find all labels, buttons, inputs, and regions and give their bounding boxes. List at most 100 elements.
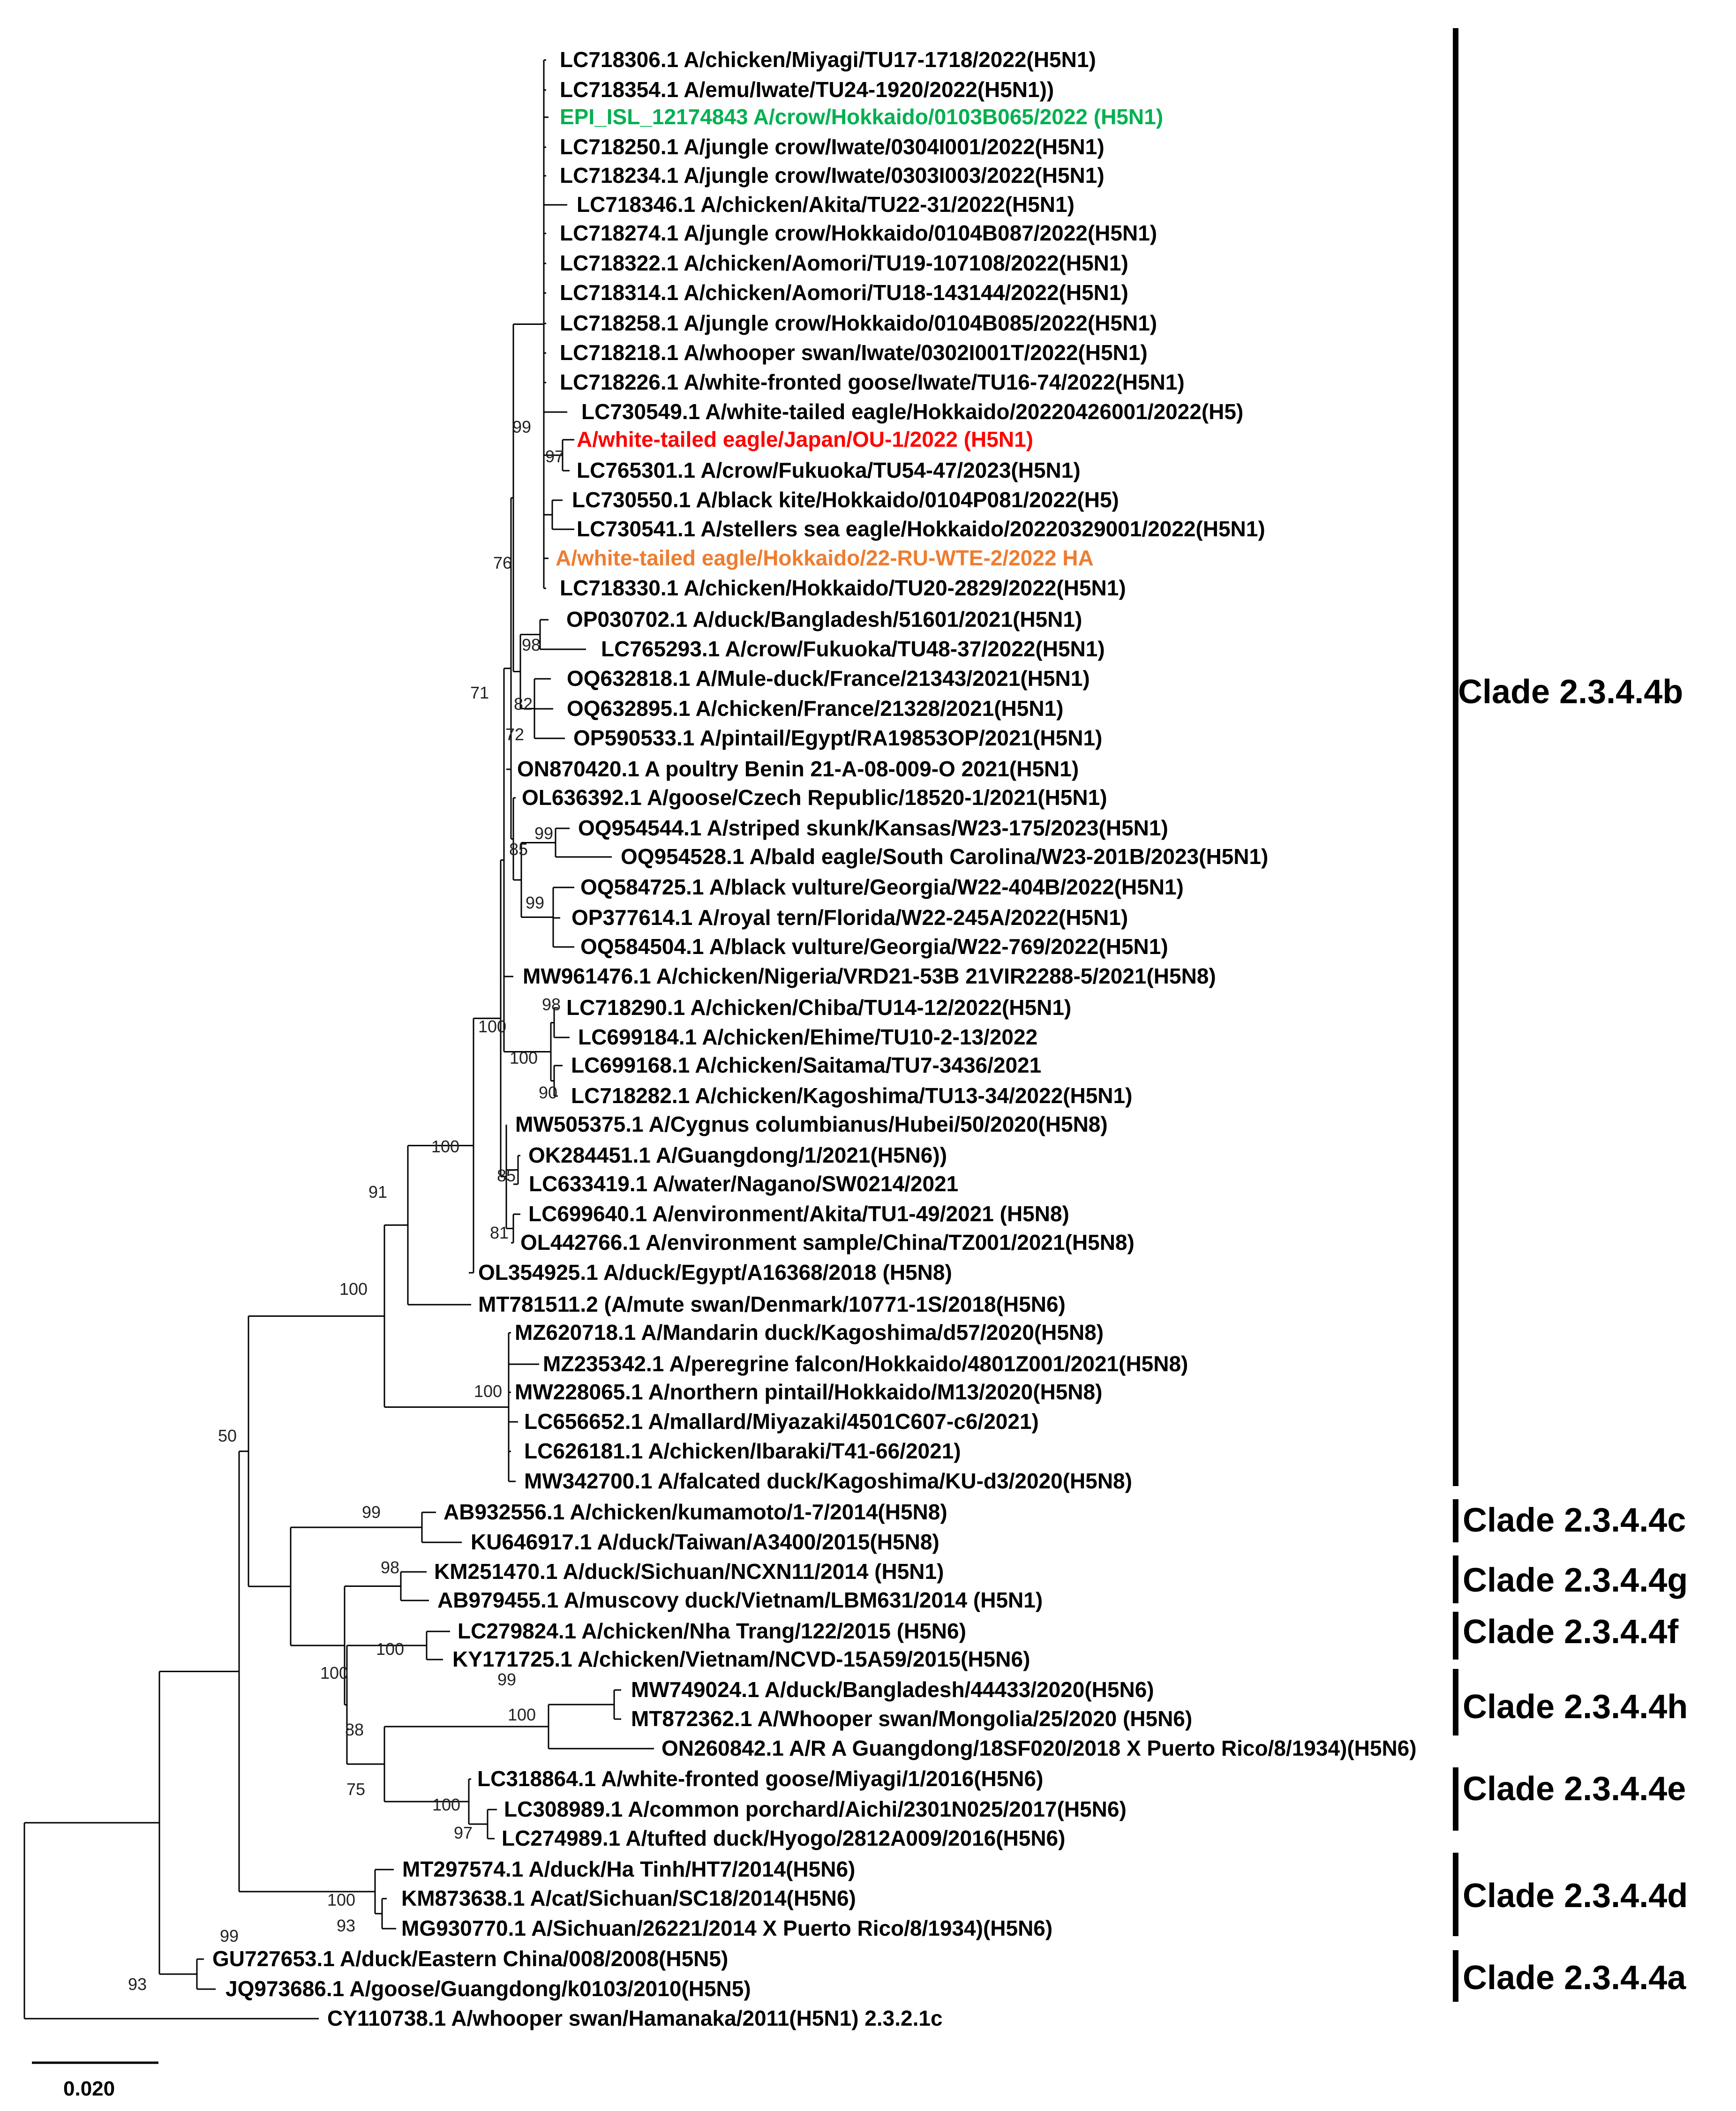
taxon-label: LC656652.1 A/mallard/Miyazaki/4501C607-c…: [524, 1409, 1039, 1434]
taxon-label: GU727653.1 A/duck/Eastern China/008/2008…: [212, 1946, 728, 1971]
taxon-label: JQ973686.1 A/goose/Guangdong/k0103/2010(…: [225, 1976, 751, 2001]
taxon-label: MZ235342.1 A/peregrine falcon/Hokkaido/4…: [543, 1352, 1188, 1376]
taxon-labels: LC718306.1 A/chicken/Miyagi/TU17-1718/20…: [212, 47, 1417, 2030]
bootstrap-value: 90: [539, 1083, 557, 1102]
bootstrap-value: 91: [368, 1182, 387, 1202]
clade-annotations: Clade 2.3.4.4b Clade 2.3.4.4c Clade 2.3.4.…: [1453, 28, 1688, 2002]
bootstrap-value: 99: [534, 824, 553, 843]
taxon-label: LC718306.1 A/chicken/Miyagi/TU17-1718/20…: [560, 47, 1096, 72]
taxon-label: AB979455.1 A/muscovy duck/Vietnam/LBM631…: [437, 1588, 1043, 1612]
taxon-label: OQ584504.1 A/black vulture/Georgia/W22-7…: [580, 934, 1168, 959]
taxon-label: LC718226.1 A/white-fronted goose/Iwate/T…: [560, 370, 1185, 394]
bootstrap-value: 99: [497, 1670, 516, 1689]
taxon-label: MZ620718.1 A/Mandarin duck/Kagoshima/d57…: [515, 1320, 1104, 1345]
scale-bar: 0.020: [32, 2061, 158, 2100]
taxon-label: EPI_ISL_12174843 A/crow/Hokkaido/0103B06…: [560, 105, 1163, 129]
taxon-label: LC633419.1 A/water/Nagano/SW0214/2021: [529, 1172, 958, 1196]
taxon-label: A/white-tailed eagle/Hokkaido/22-RU-WTE-…: [556, 546, 1094, 570]
taxon-label: LC718274.1 A/jungle crow/Hokkaido/0104B0…: [560, 221, 1157, 245]
bootstrap-value: 100: [478, 1017, 506, 1036]
bootstrap-value: 88: [345, 1720, 364, 1739]
taxon-label: MW505375.1 A/Cygnus columbianus/Hubei/50…: [515, 1112, 1108, 1136]
bootstrap-value: 71: [470, 683, 489, 702]
taxon-label: LC730549.1 A/white-tailed eagle/Hokkaido…: [581, 399, 1243, 424]
clade-label: Clade 2.3.4.4a: [1463, 1959, 1686, 1997]
bootstrap-value: 93: [337, 1916, 355, 1935]
taxon-label: LC730550.1 A/black kite/Hokkaido/0104P08…: [572, 488, 1119, 512]
clade-label: Clade 2.3.4.4g: [1463, 1562, 1688, 1599]
bootstrap-value: 98: [542, 995, 561, 1014]
bootstrap-value: 99: [512, 417, 531, 436]
taxon-label: MW228065.1 A/northern pintail/Hokkaido/M…: [515, 1380, 1102, 1404]
taxon-label: OQ632895.1 A/chicken/France/21328/2021(H…: [567, 696, 1063, 721]
clade-label: Clade 2.3.4.4h: [1463, 1688, 1688, 1726]
taxon-label: LC718346.1 A/chicken/Akita/TU22-31/2022(…: [577, 192, 1075, 217]
taxon-label: LC699640.1 A/environment/Akita/TU1-49/20…: [528, 1202, 1069, 1226]
taxon-label: KM873638.1 A/cat/Sichuan/SC18/2014(H5N6): [401, 1886, 856, 1910]
taxon-label: OK284451.1 A/Guangdong/1/2021(H5N6)): [528, 1143, 947, 1167]
taxon-label: KM251470.1 A/duck/Sichuan/NCXN11/2014 (H…: [434, 1559, 944, 1584]
taxon-label: LC718218.1 A/whooper swan/Iwate/0302I001…: [560, 340, 1148, 365]
taxon-label: LC730541.1 A/stellers sea eagle/Hokkaido…: [577, 517, 1265, 541]
taxon-label: OQ954528.1 A/bald eagle/South Carolina/W…: [621, 844, 1268, 869]
taxon-label: LC765293.1 A/crow/Fukuoka/TU48-37/2022(H…: [601, 637, 1105, 661]
taxon-label: LC318864.1 A/white-fronted goose/Miyagi/…: [477, 1766, 1043, 1791]
taxon-label: LC718354.1 A/emu/Iwate/TU24-1920/2022(H5…: [560, 77, 1054, 102]
bootstrap-value: 100: [431, 1137, 459, 1156]
taxon-label: MT872362.1 A/Whooper swan/Mongolia/25/20…: [631, 1706, 1192, 1731]
bootstrap-value: 50: [218, 1426, 237, 1445]
taxon-label: LC718330.1 A/chicken/Hokkaido/TU20-2829/…: [560, 576, 1126, 600]
bootstrap-value: 76: [493, 553, 512, 572]
taxon-label: MT297574.1 A/duck/Ha Tinh/HT7/2014(H5N6): [402, 1857, 855, 1881]
bootstrap-value: 100: [339, 1279, 368, 1299]
taxon-label: LC699168.1 A/chicken/Saitama/TU7-3436/20…: [571, 1053, 1041, 1077]
bootstrap-value: 85: [497, 1166, 516, 1185]
taxon-label: LC718290.1 A/chicken/Chiba/TU14-12/2022(…: [566, 995, 1071, 1020]
bootstrap-value: 100: [327, 1890, 355, 1909]
bootstrap-value: 99: [362, 1502, 381, 1522]
taxon-label: LC274989.1 A/tufted duck/Hyogo/2812A009/…: [502, 1826, 1065, 1850]
bootstrap-value: 98: [522, 635, 541, 654]
taxon-label: MG930770.1 A/Sichuan/26221/2014 X Puerto…: [401, 1916, 1052, 1940]
taxon-label: LC718250.1 A/jungle crow/Iwate/0304I001/…: [560, 135, 1105, 159]
bootstrap-value: 100: [508, 1705, 536, 1724]
tree-branches: [23, 59, 654, 2020]
clade-label: Clade 2.3.4.4b: [1458, 673, 1683, 711]
bootstrap-value: 75: [346, 1780, 365, 1799]
taxon-label: ON870420.1 A poultry Benin 21-A-08-009-O…: [517, 757, 1079, 781]
taxon-label: OP030702.1 A/duck/Bangladesh/51601/2021(…: [566, 607, 1082, 631]
taxon-label: CY110738.1 A/whooper swan/Hamanaka/2011(…: [327, 2006, 943, 2030]
taxon-label: MT781511.2 (A/mute swan/Denmark/10771-1S…: [478, 1292, 1066, 1316]
taxon-label: LC718314.1 A/chicken/Aomori/TU18-143144/…: [560, 280, 1128, 305]
bootstrap-value: 72: [505, 725, 524, 744]
bootstrap-value: 85: [509, 840, 528, 859]
taxon-label: A/white-tailed eagle/Japan/OU-1/2022 (H5…: [577, 427, 1033, 451]
taxon-label: ON260842.1 A/R A Guangdong/18SF020/2018 …: [661, 1736, 1417, 1760]
taxon-label: MW961476.1 A/chicken/Nigeria/VRD21-53B 2…: [523, 964, 1216, 988]
taxon-label: OQ584725.1 A/black vulture/Georgia/W22-4…: [580, 875, 1184, 899]
taxon-label: OQ632818.1 A/Mule-duck/France/21343/2021…: [567, 666, 1090, 691]
bootstrap-value: 99: [220, 1926, 239, 1946]
taxon-label: OL442766.1 A/environment sample/China/TZ…: [520, 1230, 1135, 1255]
clade-label: Clade 2.3.4.4e: [1463, 1770, 1686, 1808]
taxon-label: KY171725.1 A/chicken/Vietnam/NCVD-15A59/…: [452, 1647, 1030, 1671]
taxon-label: LC626181.1 A/chicken/Ibaraki/T41-66/2021…: [524, 1439, 961, 1463]
bootstrap-value: 97: [454, 1823, 473, 1842]
taxon-label: LC765301.1 A/crow/Fukuoka/TU54-47/2023(H…: [577, 458, 1081, 482]
bootstrap-value: 100: [510, 1048, 538, 1067]
taxon-label: AB932556.1 A/chicken/kumamoto/1-7/2014(H…: [443, 1500, 947, 1524]
clade-label: Clade 2.3.4.4c: [1463, 1502, 1686, 1539]
bootstrap-value: 97: [545, 447, 564, 466]
scale-bar-label: 0.020: [63, 2077, 115, 2100]
taxon-label: OQ954544.1 A/striped skunk/Kansas/W23-17…: [578, 816, 1168, 840]
taxon-label: LC279824.1 A/chicken/Nha Trang/122/2015 …: [458, 1619, 966, 1643]
clade-label: Clade 2.3.4.4f: [1463, 1613, 1679, 1651]
bootstrap-value: 98: [381, 1558, 399, 1577]
taxon-label: LC718234.1 A/jungle crow/Iwate/0303I003/…: [560, 163, 1105, 188]
bootstrap-value: 100: [320, 1663, 348, 1683]
bootstrap-value: 82: [514, 694, 533, 714]
bootstrap-value: 100: [474, 1382, 502, 1401]
taxon-label: OL354925.1 A/duck/Egypt/A16368/2018 (H5N…: [478, 1260, 952, 1285]
bootstrap-value: 100: [432, 1795, 460, 1814]
